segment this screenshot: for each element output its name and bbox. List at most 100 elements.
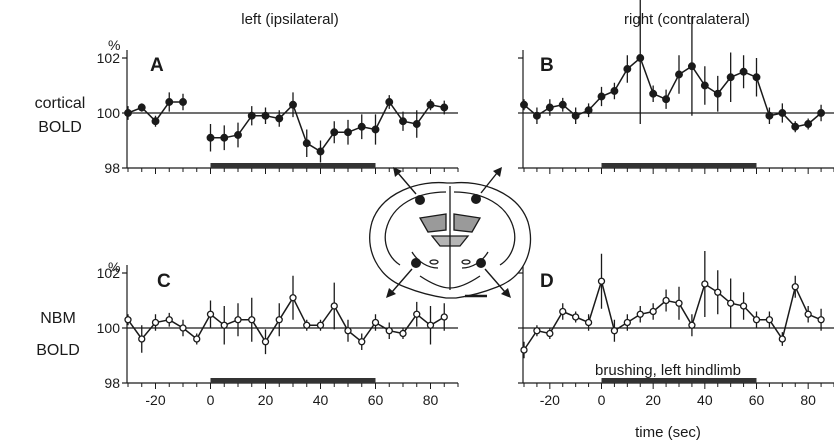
- data-point: [426, 321, 435, 329]
- data-point: [675, 299, 683, 307]
- data-point: [275, 316, 283, 324]
- data-point: [399, 329, 407, 338]
- data-point: [124, 109, 132, 117]
- data-point: [399, 117, 407, 126]
- data-point: [358, 338, 366, 346]
- data-point: [413, 310, 421, 318]
- roi-nbm-left: [411, 258, 421, 268]
- series-line: [127, 296, 445, 344]
- data-point: [584, 318, 593, 327]
- stimulus-bar: [601, 163, 757, 168]
- data-point: [385, 98, 394, 106]
- data-point: [636, 54, 645, 62]
- x-tick-label: 40: [313, 392, 329, 408]
- data-point: [289, 294, 297, 302]
- x-tick-label: -20: [145, 392, 165, 408]
- x-tick-label: 20: [645, 392, 661, 408]
- data-point: [261, 111, 270, 120]
- stimulus-bar: [210, 378, 376, 383]
- row-title-top-line2: BOLD: [38, 119, 82, 136]
- arrow-to-panel-d: [484, 268, 506, 293]
- data-point: [700, 81, 709, 90]
- data-point: [520, 100, 528, 109]
- data-point: [597, 92, 606, 101]
- data-point: [752, 316, 761, 324]
- x-axis-title: time (sec): [635, 424, 701, 441]
- data-point: [371, 318, 380, 327]
- row-title-bottom-line1: NBM: [40, 310, 76, 327]
- data-point: [532, 111, 541, 120]
- data-point: [138, 335, 146, 343]
- data-point: [584, 106, 593, 115]
- data-point: [124, 316, 132, 324]
- x-tick-label: 0: [598, 392, 606, 408]
- data-point: [623, 318, 631, 327]
- roi-cortex-right: [471, 194, 481, 204]
- x-tick-label: 40: [697, 392, 713, 408]
- data-point: [151, 117, 160, 126]
- data-point: [316, 147, 325, 156]
- data-point: [234, 316, 242, 324]
- x-tick-label: 60: [749, 392, 765, 408]
- data-point: [804, 120, 813, 128]
- hippocampus-left: [418, 213, 447, 233]
- data-point: [752, 73, 761, 82]
- series-line: [523, 56, 822, 128]
- data-point: [675, 70, 683, 79]
- data-point: [804, 310, 812, 318]
- data-point: [440, 313, 448, 321]
- data-point: [727, 299, 735, 307]
- data-point: [791, 283, 799, 291]
- data-point: [765, 111, 774, 120]
- y-unit-label: %: [108, 37, 120, 53]
- data-point: [165, 316, 173, 324]
- roi-nbm-right: [476, 258, 486, 268]
- data-point: [206, 133, 215, 142]
- panel-d: D -20 0 20 40 60 80: [518, 251, 834, 408]
- column-title-right: right (contralateral): [624, 11, 750, 28]
- x-tick-label: 80: [423, 392, 439, 408]
- data-point: [303, 321, 311, 329]
- data-point: [688, 321, 696, 329]
- data-point: [636, 310, 644, 318]
- data-point: [701, 280, 709, 288]
- stimulus-bar: [210, 163, 376, 168]
- data-point: [206, 310, 215, 318]
- data-point: [316, 321, 325, 329]
- data-point: [220, 133, 229, 142]
- data-point: [778, 109, 787, 117]
- panel-a: A% 98 100 102: [97, 37, 459, 176]
- data-point: [248, 316, 256, 324]
- data-point: [357, 122, 366, 131]
- data-point: [289, 100, 297, 109]
- cortex-inner-left: [384, 191, 447, 266]
- data-point: [778, 335, 786, 343]
- panel-b: B: [518, 0, 834, 174]
- row-title-bottom-line2: BOLD: [36, 342, 80, 359]
- panel-letter: D: [540, 271, 554, 292]
- data-point: [412, 120, 421, 128]
- data-point: [520, 346, 528, 354]
- arrow-to-panel-c: [391, 268, 413, 293]
- series-line: [523, 278, 822, 351]
- panel-letter: C: [157, 271, 171, 292]
- y-tick-label: 100: [97, 320, 121, 336]
- panel-c: C% 98 100 102 -20 0 20 40 60 80: [97, 259, 459, 408]
- data-point: [533, 327, 541, 335]
- data-point: [791, 122, 800, 131]
- data-point: [275, 114, 284, 123]
- data-point: [426, 100, 435, 109]
- y-tick-label: 102: [97, 265, 121, 281]
- stimulus-bar: [601, 378, 757, 383]
- data-point: [687, 62, 696, 71]
- stimulus-label: brushing, left hindlimb: [595, 362, 741, 379]
- data-point: [137, 103, 146, 112]
- data-point: [597, 277, 606, 285]
- x-tick-label: 80: [800, 392, 816, 408]
- data-point: [385, 327, 393, 335]
- data-point: [344, 327, 352, 335]
- x-tick-label: 60: [368, 392, 384, 408]
- data-point: [662, 296, 670, 305]
- data-point: [440, 103, 449, 112]
